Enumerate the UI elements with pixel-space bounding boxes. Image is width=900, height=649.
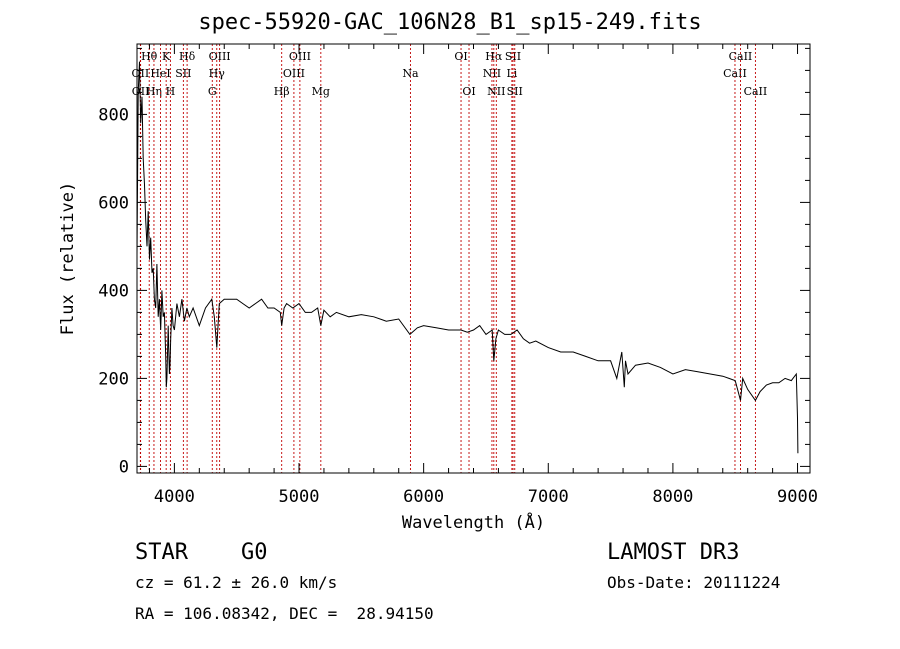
y-tick-label-0: 0 — [119, 457, 129, 477]
x-tick-label-4: 8000 — [652, 487, 693, 507]
line-label-3: Hη — [146, 85, 162, 98]
line-label-20: Hα — [485, 50, 503, 63]
y-tick-label-3: 600 — [98, 193, 129, 213]
line-label-23: SII — [505, 50, 521, 63]
x-tick-label-0: 4000 — [154, 487, 195, 507]
x-tick-label-1: 5000 — [279, 487, 320, 507]
x-tick-label-5: 9000 — [777, 487, 818, 507]
line-label-11: OIII — [209, 50, 231, 63]
line-label-1: OII — [132, 85, 150, 98]
line-label-7: SII — [175, 67, 191, 80]
line-label-10: Hγ — [209, 67, 226, 80]
spectrum-line — [136, 61, 799, 454]
line-label-15: Mg — [312, 85, 330, 98]
line-label-13: OIII — [283, 67, 305, 80]
line-label-21: NII — [487, 85, 505, 98]
line-label-12: Hβ — [274, 85, 290, 98]
line-label-5: K — [162, 50, 171, 63]
line-label-19: NII — [483, 67, 501, 80]
line-label-26: CaII — [729, 50, 753, 63]
line-label-25: CaII — [723, 67, 747, 80]
obs-date-label: Obs-Date: 20111224 — [607, 573, 781, 592]
line-label-2: Hθ — [141, 50, 158, 63]
y-tick-label-2: 400 — [98, 281, 129, 301]
x-axis-label: Wavelength (Å) — [402, 511, 545, 533]
y-tick-label-4: 800 — [98, 105, 129, 125]
redshift-label: cz = 61.2 ± 26.0 km/s — [135, 573, 338, 592]
line-label-16: Na — [402, 67, 419, 80]
line-label-4: HeI — [150, 67, 170, 80]
line-label-6: H — [166, 85, 176, 98]
plot-frame — [136, 43, 811, 474]
line-label-8: Hδ — [179, 50, 196, 63]
line-label-22: Li — [506, 67, 517, 80]
y-axis-label: Flux (relative) — [58, 182, 78, 336]
y-tick-label-1: 200 — [98, 369, 129, 389]
line-label-24: SII — [507, 85, 523, 98]
classification-label: STAR G0 — [135, 540, 268, 565]
line-label-9: G — [208, 85, 217, 98]
line-label-17: OI — [454, 50, 467, 63]
x-tick-label-3: 7000 — [528, 487, 569, 507]
line-label-27: CaII — [744, 85, 768, 98]
chart-title: spec-55920-GAC_106N28_B1_sp15-249.fits — [198, 10, 702, 35]
survey-label: LAMOST DR3 — [607, 540, 740, 565]
line-label-18: OI — [462, 85, 475, 98]
coordinates-label: RA = 106.08342, DEC = 28.94150 — [135, 604, 434, 623]
x-tick-label-2: 6000 — [403, 487, 444, 507]
line-label-14: OIII — [289, 50, 311, 63]
